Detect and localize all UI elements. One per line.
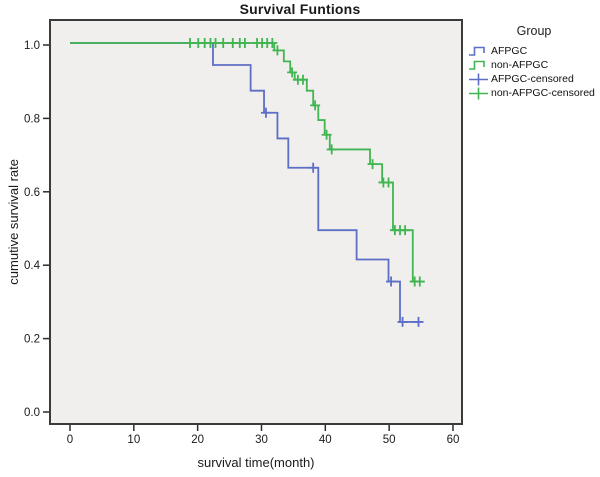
censored-plus-mark [218, 38, 229, 48]
x-axis: 0 10 20 30 40 50 60 [67, 425, 460, 446]
censored-plus-mark [386, 276, 397, 287]
y-tick-label: 0.6 [24, 187, 40, 199]
x-tick-label: 60 [447, 434, 460, 446]
censored-plus-mark [414, 276, 425, 287]
censored-plus-mark [397, 316, 408, 327]
y-axis-title: cumutive survival rate [5, 159, 21, 285]
x-tick-label: 40 [319, 434, 332, 446]
legend: Group AFPGC non-AFPGC AFPGC-censored non… [468, 24, 600, 100]
plot-frame [49, 19, 463, 425]
censored-marks-non-afpgc [185, 38, 425, 287]
legend-item-label: non-AFPGC [491, 59, 549, 71]
censored-plus-mark [310, 100, 321, 111]
legend-item-non-afpgc: non-AFPGC [468, 58, 600, 72]
legend-item-afpgc: AFPGC [468, 44, 600, 58]
censored-plus-mark [308, 162, 319, 173]
censored-plus-mark [413, 316, 424, 327]
censored-plus-mark [272, 45, 283, 56]
y-axis: 0.0 0.2 0.4 0.6 0.8 1.0 [24, 40, 49, 419]
censored-plus-mark [321, 129, 332, 140]
x-tick-label: 30 [255, 434, 268, 446]
chart-title: Survival Funtions [239, 1, 361, 17]
censored-plus-mark [367, 159, 378, 170]
y-tick-label: 0.4 [24, 260, 41, 272]
plus-censored-icon [469, 73, 488, 85]
legend-item-non-afpgc-censored: non-AFPGC-censored [468, 86, 600, 100]
censored-plus-mark [287, 67, 298, 78]
censored-marks-afpgc [260, 107, 424, 327]
censored-plus-mark [400, 225, 411, 236]
y-tick-label: 0.2 [24, 334, 40, 346]
x-tick-label: 10 [127, 434, 140, 446]
censored-plus-mark [267, 38, 278, 48]
x-tick-label: 20 [191, 434, 204, 446]
curve-afpgc [70, 42, 420, 323]
legend-title: Group [516, 24, 552, 38]
x-tick-label: 0 [67, 434, 73, 446]
y-tick-label: 0.0 [24, 407, 40, 419]
step-line-icon [469, 46, 485, 56]
step-line-icon [469, 60, 485, 70]
y-tick-label: 0.8 [24, 113, 40, 125]
plus-censored-icon [469, 87, 488, 99]
x-axis-title: survival time(month) [197, 455, 315, 470]
censored-plus-mark [383, 177, 394, 188]
legend-item-label: non-AFPGC-censored [491, 87, 595, 99]
censored-plus-mark [297, 74, 308, 85]
legend-item-label: AFPGC [491, 45, 528, 57]
censored-plus-mark [326, 144, 337, 155]
censored-plus-mark [260, 107, 271, 118]
x-tick-label: 50 [383, 434, 396, 446]
legend-item-afpgc-censored: AFPGC-censored [468, 72, 600, 86]
y-tick-label: 1.0 [24, 40, 40, 52]
censored-plus-mark [239, 38, 250, 48]
legend-item-label: AFPGC-censored [491, 73, 574, 85]
